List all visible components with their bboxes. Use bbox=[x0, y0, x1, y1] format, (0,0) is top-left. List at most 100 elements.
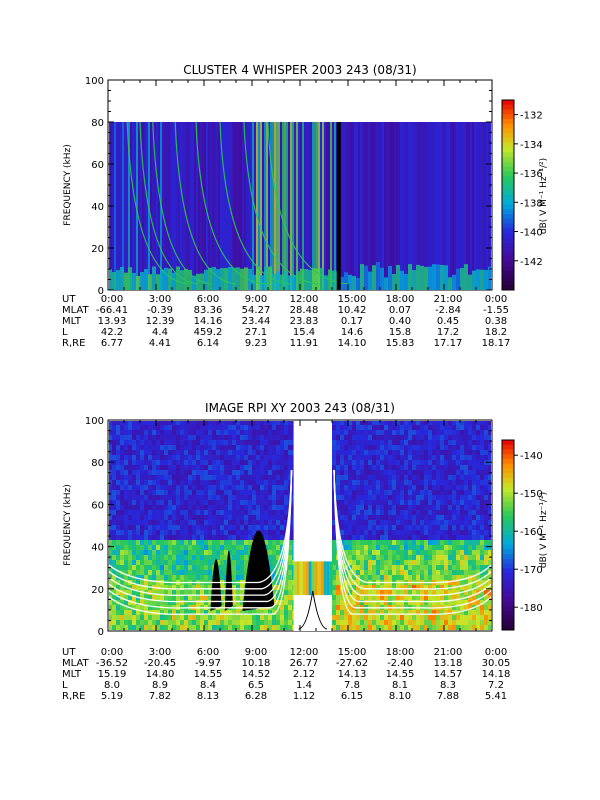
spectrogram-cell bbox=[420, 600, 424, 605]
spectrogram-cell bbox=[152, 490, 156, 495]
y-tick-label: 80 bbox=[91, 458, 104, 469]
spectrogram-cell bbox=[368, 490, 372, 495]
spectrogram-cell bbox=[280, 545, 284, 550]
spectrogram-cell bbox=[436, 550, 440, 555]
spectrogram-column bbox=[136, 122, 138, 290]
spectrogram-cell bbox=[364, 550, 368, 555]
spectrogram-cell bbox=[432, 445, 436, 450]
spectrogram-cell bbox=[220, 490, 224, 495]
spectrogram-cell bbox=[284, 500, 288, 505]
spectrogram-cell bbox=[256, 480, 260, 485]
gap-band-cell bbox=[305, 561, 309, 596]
spectrogram-cell bbox=[109, 440, 112, 445]
spectrogram-cell bbox=[356, 560, 360, 565]
spectrogram-cell bbox=[224, 610, 228, 615]
spectrogram-cell bbox=[256, 515, 260, 520]
spectrogram-cell bbox=[160, 540, 164, 545]
spectrogram-cell bbox=[468, 520, 472, 525]
spectrogram-cell bbox=[272, 445, 276, 450]
spectrogram-cell bbox=[168, 440, 172, 445]
spectrogram-cell bbox=[356, 425, 360, 430]
spectrogram-cell bbox=[376, 600, 380, 605]
spectrogram-cell bbox=[368, 575, 372, 580]
spectrogram-cell bbox=[444, 565, 448, 570]
spectrogram-cell bbox=[348, 500, 352, 505]
spectrogram-column bbox=[132, 122, 134, 290]
spectrogram-cell bbox=[180, 585, 184, 590]
spectrogram-cell bbox=[448, 460, 452, 465]
spectrogram-cell bbox=[340, 515, 344, 520]
spectrogram-cell bbox=[396, 550, 400, 555]
time-row-value: 4.4 bbox=[152, 327, 168, 338]
spectrogram-cell bbox=[432, 555, 436, 560]
spectrogram-cell bbox=[260, 440, 264, 445]
spectrogram-cell bbox=[456, 425, 460, 430]
spectrogram-cell bbox=[408, 490, 412, 495]
spectrogram-cell bbox=[412, 460, 416, 465]
panel2-title: IMAGE RPI XY 2003 243 (08/31) bbox=[205, 401, 395, 415]
spectrogram-cell bbox=[196, 455, 200, 460]
spectrogram-cell bbox=[348, 590, 352, 595]
spectrogram-cell bbox=[364, 570, 368, 575]
spectrogram-cell bbox=[360, 480, 364, 485]
spectrogram-cell bbox=[360, 595, 364, 600]
spectrogram-cell bbox=[244, 500, 248, 505]
spectrogram-cell bbox=[216, 485, 220, 490]
spectrogram-cell bbox=[380, 600, 384, 605]
spectrogram-cell bbox=[196, 560, 200, 565]
spectrogram-cell bbox=[488, 545, 491, 550]
spectrogram-cell bbox=[376, 585, 380, 590]
time-row-value: 13.93 bbox=[98, 316, 127, 327]
spectrogram-cell bbox=[280, 460, 284, 465]
spectrogram-cell bbox=[488, 445, 491, 450]
spectrogram-cell bbox=[260, 445, 264, 450]
spectrogram-cell bbox=[140, 421, 144, 425]
spectrogram-cell bbox=[276, 485, 280, 490]
spectrogram-cell bbox=[488, 435, 491, 440]
spectrogram-cell bbox=[348, 445, 352, 450]
spectrogram-cell bbox=[128, 530, 132, 535]
spectrogram-cell bbox=[164, 540, 168, 545]
spectrogram-cell bbox=[484, 480, 488, 485]
spectrogram-cell bbox=[368, 495, 372, 500]
spectrogram-cell bbox=[288, 585, 292, 590]
spectrogram-column bbox=[362, 122, 364, 290]
spectrogram-cell bbox=[264, 470, 268, 475]
spectrogram-cell bbox=[156, 540, 160, 545]
spectrogram-cell bbox=[444, 550, 448, 555]
spectrogram-cell bbox=[448, 495, 452, 500]
spectrogram-cell bbox=[288, 575, 292, 580]
spectrogram-column bbox=[432, 122, 434, 290]
spectrogram-cell bbox=[332, 615, 336, 620]
time-row-label: MLAT bbox=[62, 305, 89, 316]
spectrogram-cell bbox=[444, 585, 448, 590]
spectrogram-cell bbox=[452, 590, 456, 595]
spectrogram-cell bbox=[480, 505, 484, 510]
spectrogram-cell bbox=[176, 440, 180, 445]
spectrogram-cell bbox=[116, 470, 120, 475]
spectrogram-cell bbox=[184, 510, 188, 515]
spectrogram-cell bbox=[200, 560, 204, 565]
spectrogram-cell bbox=[256, 510, 260, 515]
low-frequency-band bbox=[392, 274, 396, 290]
spectrogram-cell bbox=[464, 460, 468, 465]
spectrogram-cell bbox=[392, 520, 396, 525]
spectrogram-cell bbox=[144, 550, 148, 555]
spectrogram-cell bbox=[180, 590, 184, 595]
spectrogram-cell bbox=[268, 535, 272, 540]
spectrogram-cell bbox=[436, 425, 440, 430]
spectrogram-cell bbox=[148, 615, 152, 620]
spectrogram-column bbox=[242, 122, 244, 290]
panel-cluster: CLUSTER 4 WHISPER 2003 243 (08/31) 02040… bbox=[62, 63, 549, 349]
spectrogram-cell bbox=[272, 535, 276, 540]
spectrogram-cell bbox=[272, 470, 276, 475]
spectrogram-cell bbox=[184, 470, 188, 475]
spectrogram-cell bbox=[372, 615, 376, 620]
spectrogram-cell bbox=[256, 495, 260, 500]
spectrogram-cell bbox=[348, 460, 352, 465]
spectrogram-cell bbox=[236, 550, 240, 555]
spectrogram-cell bbox=[356, 565, 360, 570]
spectrogram-cell bbox=[164, 595, 168, 600]
spectrogram-cell bbox=[472, 600, 476, 605]
spectrogram-cell bbox=[344, 575, 348, 580]
